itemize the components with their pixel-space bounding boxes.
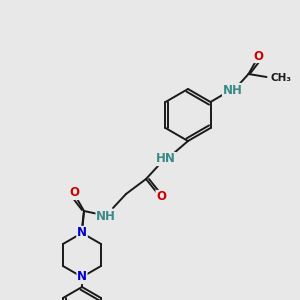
Text: NH: NH [96,209,116,223]
Text: N: N [77,226,87,239]
Text: O: O [156,190,166,203]
Text: N: N [77,271,87,284]
Text: HN: HN [156,152,176,166]
Text: O: O [254,50,263,62]
Text: O: O [69,187,79,200]
Text: CH₃: CH₃ [271,73,292,83]
Text: NH: NH [223,83,242,97]
Text: N: N [77,226,87,239]
